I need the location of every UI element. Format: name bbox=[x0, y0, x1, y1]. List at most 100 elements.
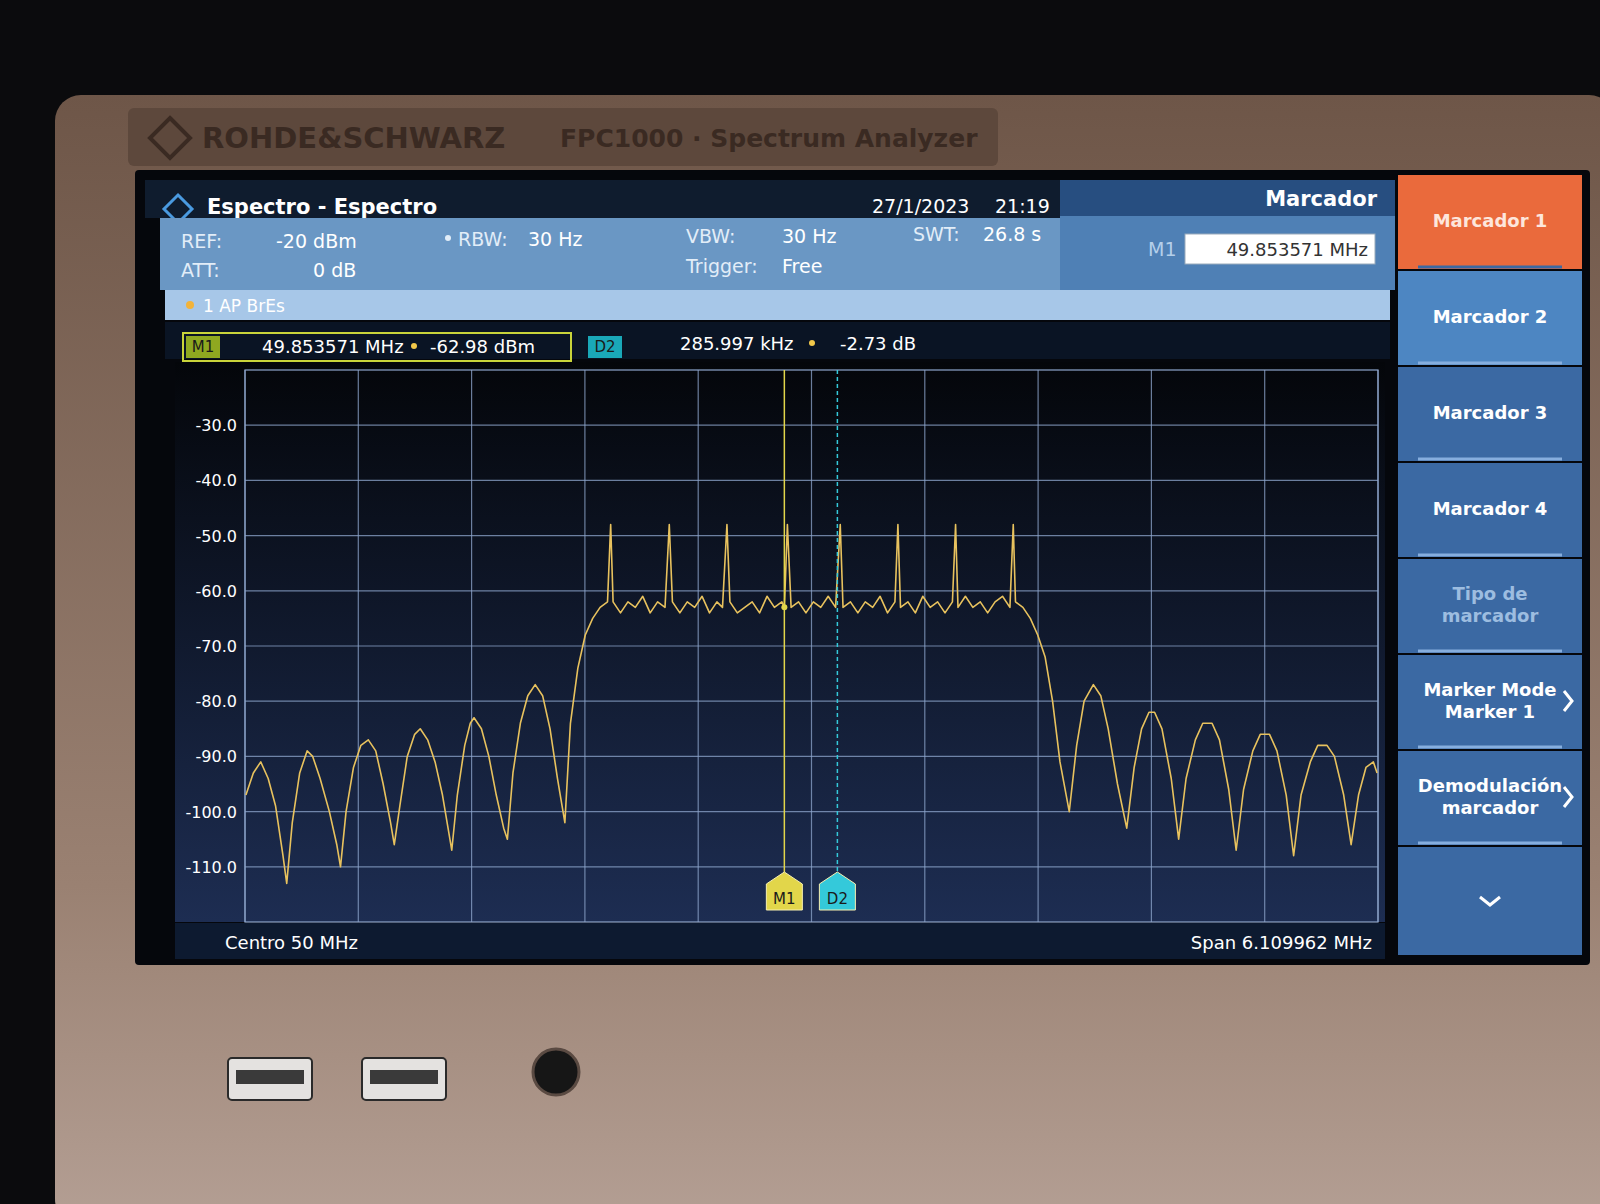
trace-dot bbox=[186, 301, 194, 309]
usb-slot bbox=[370, 1070, 438, 1084]
marker-tag bbox=[588, 336, 622, 358]
separator bbox=[1418, 362, 1562, 365]
usb-slot bbox=[236, 1070, 304, 1084]
time: 21:19 bbox=[995, 195, 1050, 217]
softkey-line: marcador bbox=[1442, 797, 1539, 818]
label: Centro 50 MHz bbox=[225, 932, 358, 953]
label: VBW: bbox=[686, 225, 735, 247]
softkey bbox=[1398, 367, 1582, 461]
grid-line bbox=[924, 370, 925, 922]
brand-strip bbox=[128, 108, 998, 166]
softkey-line: Marcador 3 bbox=[1433, 402, 1548, 423]
screen bbox=[135, 170, 1590, 965]
audio-jack bbox=[533, 1049, 579, 1095]
label: 0 dB bbox=[313, 259, 356, 281]
dot bbox=[411, 343, 417, 349]
label: 30 Hz bbox=[782, 225, 837, 247]
softkey-label: Tipo demarcador bbox=[1442, 583, 1539, 626]
softkey-line: Marcador 1 bbox=[1433, 210, 1548, 231]
softkey-line: Demodulación bbox=[1418, 775, 1562, 796]
bezel bbox=[55, 95, 1600, 1204]
label: Trigger: bbox=[685, 255, 758, 277]
date: 27/1/2023 bbox=[872, 195, 969, 217]
separator bbox=[1418, 650, 1562, 653]
chevron bbox=[1564, 787, 1572, 807]
logo bbox=[150, 118, 190, 158]
label: Free bbox=[782, 255, 822, 277]
grid-line bbox=[1151, 370, 1152, 922]
tick-label: -100.0 bbox=[185, 803, 237, 822]
panel-head bbox=[1060, 180, 1395, 216]
softkey bbox=[1398, 175, 1582, 269]
plot-background bbox=[175, 362, 1385, 922]
softkey-line: Marcador 4 bbox=[1433, 498, 1548, 519]
softkey-label: Marcador 3 bbox=[1433, 402, 1548, 423]
softkey-label: Marcador 2 bbox=[1433, 306, 1548, 327]
usb-port bbox=[228, 1058, 312, 1100]
marker-tag bbox=[186, 336, 220, 358]
grid-line bbox=[358, 370, 359, 922]
marker-point bbox=[781, 604, 787, 610]
grid-line bbox=[811, 370, 812, 922]
label: -62.98 dBm bbox=[430, 336, 535, 357]
legend: 1 AP BrEs bbox=[203, 296, 285, 316]
separator bbox=[1418, 458, 1562, 461]
trace-row bbox=[165, 290, 1390, 320]
panel-title: Marcador bbox=[1265, 187, 1378, 211]
separator bbox=[1418, 746, 1562, 749]
label: RBW: bbox=[458, 228, 508, 250]
label: -20 dBm bbox=[276, 230, 357, 252]
label: 285.997 kHz bbox=[680, 333, 794, 354]
grid bbox=[245, 370, 1378, 922]
marker-badge-label: M1 bbox=[773, 890, 796, 908]
tick-label: -40.0 bbox=[196, 471, 237, 490]
tick-label: -60.0 bbox=[196, 582, 237, 601]
usb-port bbox=[362, 1058, 446, 1100]
dot bbox=[445, 235, 451, 241]
data bbox=[246, 370, 1377, 883]
softkey bbox=[1398, 463, 1582, 557]
brand: ROHDE&SCHWARZ bbox=[202, 121, 505, 155]
grid-line bbox=[698, 370, 699, 922]
input-value: 49.853571 MHz bbox=[1226, 239, 1368, 260]
separator bbox=[1418, 266, 1562, 269]
label: M1 bbox=[192, 338, 215, 356]
softkey-line: Marcador 2 bbox=[1433, 306, 1548, 327]
label: 49.853571 MHz bbox=[262, 336, 404, 357]
chevron bbox=[1480, 897, 1500, 905]
softkey-label: Marcador 1 bbox=[1433, 210, 1548, 231]
plot-frame bbox=[245, 370, 1378, 922]
marker-badge bbox=[819, 872, 855, 910]
label: Span 6.109962 MHz bbox=[1191, 932, 1372, 953]
marker-badge bbox=[766, 872, 802, 910]
softkey-line: Marker 1 bbox=[1445, 701, 1535, 722]
marker-badge-label: D2 bbox=[827, 890, 848, 908]
trace bbox=[246, 525, 1377, 884]
softkey bbox=[1398, 751, 1582, 845]
page: ROHDE&SCHWARZFPC1000 · Spectrum Analyzer… bbox=[0, 0, 1600, 1204]
marker-panel bbox=[1060, 216, 1395, 290]
softkey bbox=[1398, 271, 1582, 365]
separator bbox=[1418, 842, 1562, 845]
tick-label: -110.0 bbox=[185, 858, 237, 877]
label: -2.73 dB bbox=[840, 333, 916, 354]
grid-line bbox=[471, 370, 472, 922]
softkey-line: Marker Mode bbox=[1423, 679, 1556, 700]
marker-badges: M1 D2 bbox=[766, 872, 855, 910]
tick-label: -90.0 bbox=[196, 747, 237, 766]
softkey-label: Marcador 4 bbox=[1433, 498, 1548, 519]
marker-box bbox=[183, 333, 571, 361]
tick-label: -80.0 bbox=[196, 692, 237, 711]
tick-label: -70.0 bbox=[196, 637, 237, 656]
label: 26.8 s bbox=[983, 223, 1041, 245]
label: 30 Hz bbox=[528, 228, 583, 250]
param-panel bbox=[160, 218, 1060, 290]
softkey bbox=[1398, 655, 1582, 749]
softkey bbox=[1398, 559, 1582, 653]
input-box bbox=[1185, 234, 1375, 264]
label: REF: bbox=[181, 230, 222, 252]
label: D2 bbox=[594, 338, 615, 356]
label: M1 bbox=[1148, 238, 1176, 260]
chevron bbox=[1564, 691, 1572, 711]
softkey-label: Demodulaciónmarcador bbox=[1418, 775, 1562, 818]
